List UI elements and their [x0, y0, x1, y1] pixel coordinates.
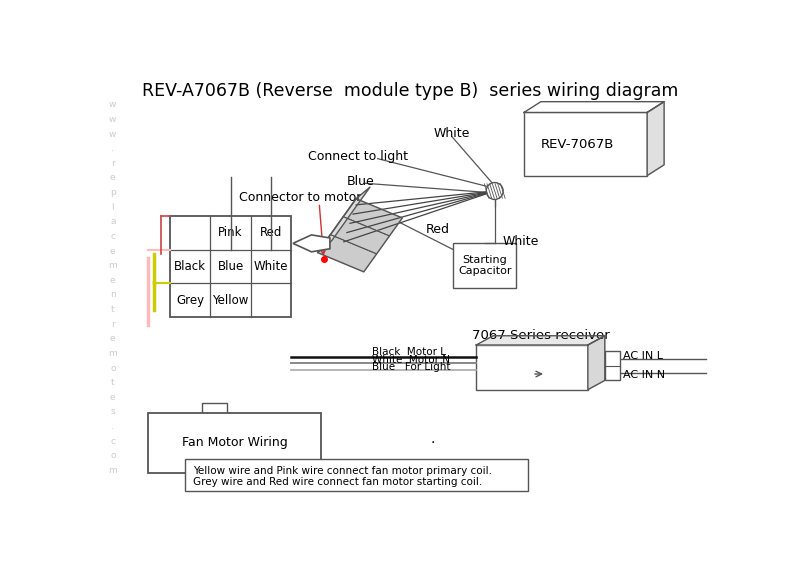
Text: Pink: Pink — [218, 226, 243, 239]
Circle shape — [486, 182, 503, 199]
Text: e: e — [110, 393, 115, 402]
Text: Red: Red — [260, 226, 282, 239]
FancyBboxPatch shape — [185, 459, 528, 492]
Text: l: l — [111, 203, 114, 212]
Text: .: . — [111, 144, 114, 153]
Text: Blue: Blue — [347, 175, 374, 188]
Text: e: e — [110, 246, 115, 255]
Text: White: White — [433, 127, 470, 140]
Text: White  Motor N: White Motor N — [371, 355, 450, 364]
Text: Grey wire and Red wire connect fan motor starting coil.: Grey wire and Red wire connect fan motor… — [193, 477, 482, 487]
Text: 7067 Series receiver: 7067 Series receiver — [472, 329, 610, 342]
FancyBboxPatch shape — [605, 351, 620, 380]
Text: m: m — [109, 349, 117, 358]
Text: .: . — [111, 422, 114, 431]
Text: s: s — [110, 407, 115, 416]
FancyBboxPatch shape — [453, 244, 516, 288]
Polygon shape — [588, 336, 605, 390]
Text: m: m — [109, 261, 117, 270]
Text: Blue   For Light: Blue For Light — [371, 362, 450, 372]
Text: Red: Red — [426, 223, 450, 236]
Text: Black: Black — [174, 260, 206, 273]
Text: t: t — [111, 305, 114, 314]
Text: Fan Motor Wiring: Fan Motor Wiring — [182, 436, 288, 449]
Text: o: o — [110, 364, 115, 372]
Text: e: e — [110, 334, 115, 344]
Text: AC IN L: AC IN L — [623, 351, 663, 362]
Text: o: o — [110, 451, 115, 460]
Text: REV-A7067B (Reverse  module type B)  series wiring diagram: REV-A7067B (Reverse module type B) serie… — [142, 82, 678, 100]
Text: Black  Motor L: Black Motor L — [371, 347, 446, 357]
Polygon shape — [318, 187, 370, 253]
FancyBboxPatch shape — [476, 345, 588, 390]
Text: Yellow wire and Pink wire connect fan motor primary coil.: Yellow wire and Pink wire connect fan mo… — [193, 466, 492, 476]
Text: Yellow: Yellow — [213, 294, 249, 307]
FancyBboxPatch shape — [170, 216, 291, 318]
Text: r: r — [111, 159, 114, 168]
Text: e: e — [110, 276, 115, 285]
Text: w: w — [109, 100, 117, 109]
Text: Starting
Capacitor: Starting Capacitor — [458, 255, 511, 276]
Polygon shape — [524, 102, 664, 112]
Text: p: p — [110, 188, 116, 197]
FancyBboxPatch shape — [524, 112, 647, 176]
Text: AC IN N: AC IN N — [623, 370, 666, 380]
FancyBboxPatch shape — [148, 413, 322, 473]
Text: n: n — [110, 290, 116, 299]
Text: a: a — [110, 218, 115, 227]
Text: REV-7067B: REV-7067B — [541, 138, 614, 151]
Text: t: t — [111, 378, 114, 387]
Polygon shape — [476, 336, 605, 345]
Text: White: White — [254, 260, 288, 273]
Text: .: . — [431, 432, 435, 446]
Text: Grey: Grey — [176, 294, 204, 307]
Polygon shape — [293, 235, 330, 252]
Text: Blue: Blue — [218, 260, 244, 273]
Text: m: m — [109, 466, 117, 475]
Text: w: w — [109, 115, 117, 124]
Polygon shape — [318, 199, 402, 272]
Text: c: c — [110, 232, 115, 241]
Text: Connect to light: Connect to light — [308, 150, 408, 163]
Text: Connector to motor: Connector to motor — [239, 190, 362, 203]
Text: w: w — [109, 129, 117, 138]
Text: c: c — [110, 437, 115, 446]
Text: e: e — [110, 173, 115, 182]
Text: White: White — [502, 234, 538, 247]
FancyBboxPatch shape — [202, 403, 226, 422]
Polygon shape — [647, 102, 664, 176]
Text: r: r — [111, 320, 114, 329]
